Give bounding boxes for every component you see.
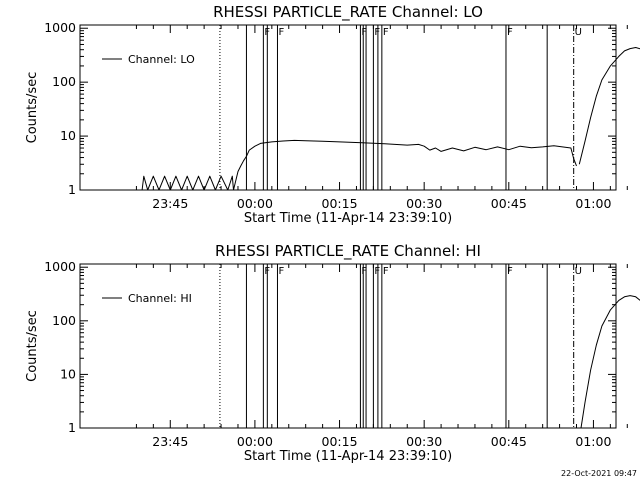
y-axis-label: Counts/sec	[25, 72, 40, 144]
x-tick-label: 00:15	[322, 196, 358, 211]
chart-title: RHESSI PARTICLE_RATE Channel: LO	[213, 3, 483, 22]
x-tick-label: 00:30	[406, 434, 442, 449]
x-tick-label: 00:45	[491, 434, 527, 449]
marker-flag-4: F	[278, 266, 284, 277]
x-tick-label: 23:45	[152, 196, 188, 211]
x-axis-label: Start Time (11-Apr-14 23:39:10)	[244, 449, 452, 464]
chart-panel-0: FFFFFFU110100100023:4500:0000:1500:3000:…	[25, 3, 640, 226]
x-axis-label: Start Time (11-Apr-14 23:39:10)	[244, 211, 452, 226]
y-tick-label: 100	[52, 313, 76, 328]
marker-flag-5: F	[361, 266, 367, 277]
x-tick-label: 01:00	[575, 196, 611, 211]
legend-label: Channel: HI	[128, 292, 192, 305]
y-tick-label: 1000	[44, 20, 76, 35]
x-tick-label: 00:30	[406, 196, 442, 211]
chart-title: RHESSI PARTICLE_RATE Channel: HI	[215, 242, 481, 261]
plot-frame	[79, 263, 617, 429]
marker-flag-13: U	[575, 27, 582, 38]
marker-flag-13: U	[575, 266, 582, 277]
timestamp-stamp: 22-Oct-2021 09:47	[561, 469, 637, 478]
y-axis-label: Counts/sec	[25, 310, 40, 382]
x-tick-label: 01:00	[575, 434, 611, 449]
x-tick-label: 00:00	[237, 434, 273, 449]
x-tick-label: 23:45	[152, 434, 188, 449]
x-tick-label: 00:45	[491, 196, 527, 211]
series-line-1	[578, 47, 640, 165]
marker-flag-11: F	[507, 27, 513, 38]
marker-flag-4: F	[278, 27, 284, 38]
y-tick-label: 10	[60, 366, 76, 381]
y-tick-label: 1000	[44, 259, 76, 274]
marker-flag-8: F	[374, 27, 380, 38]
series-line-0	[580, 295, 640, 429]
marker-flag-10: F	[383, 27, 389, 38]
chart-panel-1: FFFFFFU110100100023:4500:0000:1500:3000:…	[25, 242, 640, 464]
legend-label: Channel: LO	[128, 53, 195, 66]
y-tick-label: 10	[60, 128, 76, 143]
series-line-0	[80, 139, 577, 191]
y-tick-label: 100	[52, 74, 76, 89]
marker-flag-5: F	[361, 27, 367, 38]
x-tick-label: 00:00	[237, 196, 273, 211]
marker-flag-11: F	[507, 266, 513, 277]
plot-frame	[79, 24, 617, 191]
marker-flag-8: F	[374, 266, 380, 277]
x-tick-label: 00:15	[322, 434, 358, 449]
y-tick-label: 1	[68, 182, 76, 197]
y-tick-label: 1	[68, 420, 76, 435]
marker-flag-10: F	[383, 266, 389, 277]
